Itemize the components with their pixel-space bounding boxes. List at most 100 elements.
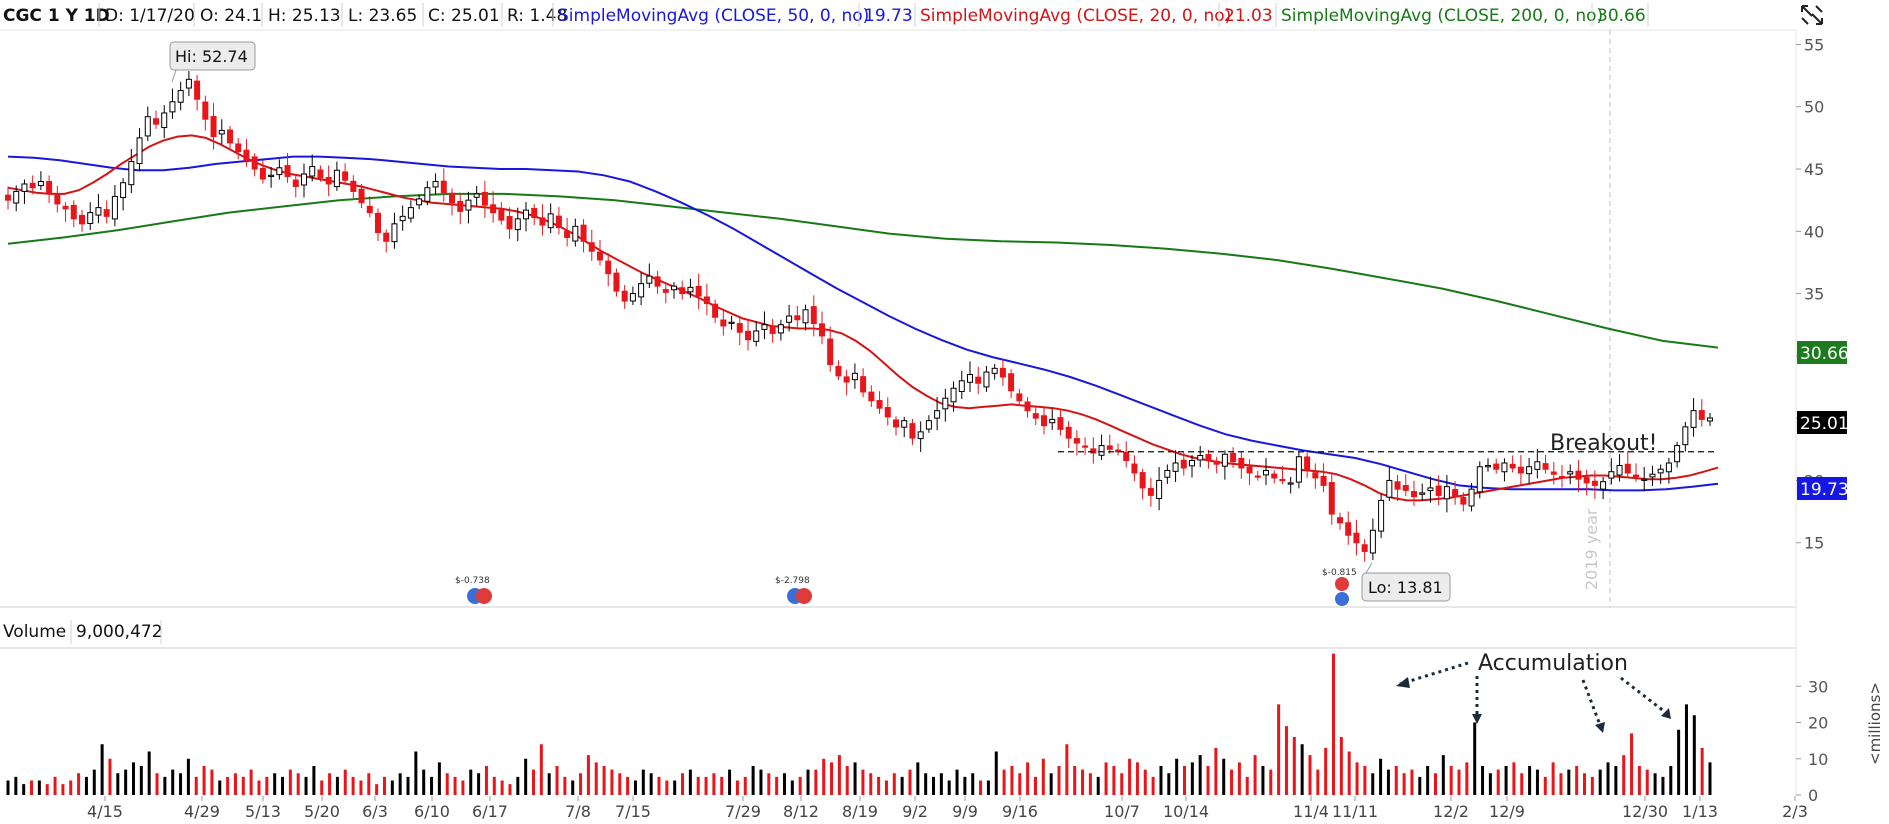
- low-label: L: 23.65: [348, 6, 417, 26]
- candle-body: [1353, 532, 1360, 544]
- volume-bar: [1535, 769, 1539, 795]
- dividend-marker-2[interactable]: $-2.798: [775, 576, 812, 604]
- volume-bar: [743, 776, 747, 795]
- candle-body: [1008, 373, 1015, 392]
- candle-body: [925, 420, 932, 430]
- candle: [1550, 461, 1557, 485]
- candle-body: [1189, 460, 1195, 467]
- sma50-price-badge: 19.73: [1797, 477, 1849, 500]
- volume-bar: [265, 776, 269, 795]
- volume-bar: [1261, 766, 1265, 795]
- dividend-marker-1[interactable]: $-0.738: [455, 576, 492, 604]
- candle-body: [695, 285, 702, 297]
- candle-body: [1098, 445, 1105, 456]
- sma200-legend-label[interactable]: SimpleMovingAvg (CLOSE, 200, 0, no): [1281, 6, 1603, 26]
- candle: [29, 175, 36, 195]
- candle: [1197, 445, 1204, 468]
- candle-body: [1304, 456, 1311, 470]
- candle-body: [1041, 415, 1047, 427]
- candle: [317, 165, 324, 182]
- candle-body: [786, 315, 793, 323]
- accumulation-arrow-1: [1399, 661, 1469, 686]
- candle: [292, 174, 299, 198]
- candle-body: [1641, 478, 1648, 481]
- date-tick-label: 4/15: [87, 802, 123, 820]
- candle-body: [1254, 475, 1261, 478]
- candle-body: [1624, 463, 1631, 474]
- candle: [1386, 467, 1393, 501]
- volume-bar: [343, 769, 347, 795]
- volume-bar: [704, 776, 708, 795]
- candle: [1591, 470, 1598, 499]
- candle-body: [605, 260, 612, 275]
- sma200-line-layer: [7, 192, 1719, 349]
- candle-body: [1057, 417, 1064, 430]
- candle-body: [1707, 417, 1713, 422]
- accumulation-arrowhead-4: [1661, 708, 1671, 719]
- volume-bar: [735, 780, 739, 795]
- volume-bar: [1026, 762, 1030, 795]
- candle: [1402, 474, 1409, 497]
- dividend-marker-3[interactable]: $-0.815: [1322, 568, 1357, 606]
- candle: [810, 295, 817, 337]
- symbol-label[interactable]: CGC 1 Y 1D: [3, 6, 110, 26]
- candle-body: [1600, 481, 1607, 490]
- volume-bar: [853, 762, 857, 795]
- candle: [950, 381, 957, 412]
- candle-body: [1123, 451, 1130, 462]
- candle-body: [745, 330, 751, 341]
- volume-bar: [335, 776, 339, 795]
- candle: [1460, 492, 1467, 512]
- candle-body: [333, 169, 340, 188]
- candle: [235, 138, 242, 160]
- volume-bar: [681, 773, 685, 795]
- candle: [1328, 472, 1335, 525]
- candle-body: [153, 118, 159, 125]
- accumulation-arrowhead-1: [1396, 677, 1410, 688]
- volume-bar: [1269, 769, 1273, 795]
- candle-body: [1279, 478, 1286, 482]
- candle-body: [1073, 438, 1080, 444]
- volume-bar: [179, 773, 183, 795]
- candle-body: [1361, 544, 1368, 552]
- candle-body: [1287, 482, 1294, 485]
- volume-bar: [869, 773, 873, 795]
- candle-body: [514, 218, 521, 231]
- candle: [301, 163, 307, 198]
- candle-body: [473, 193, 480, 198]
- last-price-badge: 25.01: [1797, 411, 1849, 434]
- candle: [646, 263, 653, 289]
- candle: [243, 139, 250, 167]
- candle-body: [1633, 474, 1639, 478]
- sma50-line-layer: [7, 155, 1719, 492]
- sma50-legend-label[interactable]: SimpleMovingAvg (CLOSE, 50, 0, no): [558, 6, 869, 26]
- candle-body: [613, 272, 620, 292]
- candle: [580, 219, 587, 253]
- svg-text:19.73: 19.73: [1800, 480, 1849, 500]
- candle: [1534, 448, 1541, 479]
- candle-body: [1435, 485, 1442, 496]
- candle-body: [884, 407, 891, 418]
- volume-bar: [806, 769, 810, 795]
- volume-bar: [92, 769, 96, 795]
- collapse-icon[interactable]: [1801, 5, 1823, 25]
- candle-body: [539, 217, 546, 226]
- candle: [465, 191, 472, 224]
- candle: [621, 284, 628, 309]
- date-tick-label: 6/10: [414, 802, 450, 820]
- volume-bar: [1598, 769, 1602, 795]
- volume-bar: [555, 766, 559, 795]
- sma20-legend-label[interactable]: SimpleMovingAvg (CLOSE, 20, 0, no): [920, 6, 1231, 26]
- accumulation-arrowhead-2: [1472, 714, 1482, 724]
- candle: [136, 128, 143, 172]
- volume-bar: [939, 773, 943, 795]
- candle: [1394, 474, 1401, 502]
- volume-bar: [359, 780, 363, 795]
- candle: [424, 180, 431, 206]
- volume-bar: [375, 784, 379, 795]
- candle-body: [1468, 488, 1475, 507]
- volume-bar: [1284, 726, 1288, 795]
- volume-bar: [139, 766, 143, 795]
- volume-bar: [226, 776, 230, 795]
- candle: [1213, 456, 1220, 474]
